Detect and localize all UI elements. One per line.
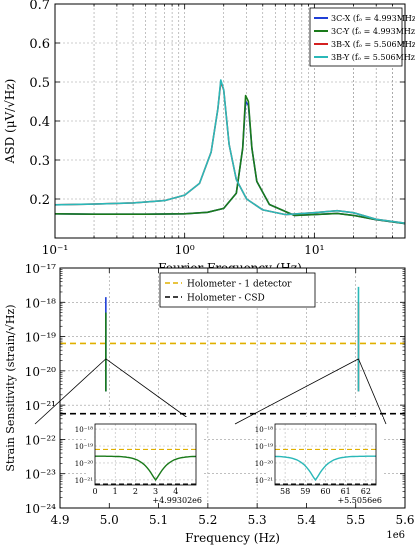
legend-box [159,272,316,308]
zoom-connector [34,358,107,425]
strain-panel: 0 1 2 3 4 10⁻¹⁸ 10⁻¹⁹ 10⁻²⁰ 10⁻²¹ +4.99302e6 58 59 6… [4,262,415,545]
x-tick-label: 5.2 [198,513,217,527]
x-tick-label: 10¹ [304,243,324,257]
series-line [54,79,406,224]
asd-legend: 3C-X (fₒ = 4.993MHz) 3C-Y (fₒ = 4.993MHz)… [309,7,415,67]
inset-border [94,423,197,486]
asd-y-axis-label: ASD (μV/√Hz) [3,79,17,165]
legend-label: 3B-X (fₒ = 5.506MHz) [331,40,415,49]
x-tick-label: 5.1 [149,513,168,527]
strain-insets: 0 1 2 3 4 10⁻¹⁸ 10⁻¹⁹ 10⁻²⁰ 10⁻²¹ +4.99302e6 58 59 6… [75,417,383,507]
strain-y-axis-label: Strain Sensitivity (strain/√Hz) [4,304,17,471]
legend-label: 3B-Y (fₒ = 5.506MHz) [331,53,415,62]
inset-x-tick-label: 4 [173,487,178,496]
strain-plot-border [59,267,406,509]
x-tick-label: 5.4 [297,513,316,527]
zoom-connector [105,358,197,425]
y-tick-label: 10⁻²⁴ [25,502,56,516]
x-tick-label: 5.3 [248,513,267,527]
y-tick-label: 0.3 [29,154,50,169]
asd-ticks: 0.2 0.3 0.4 0.5 0.6 0.7 10⁻¹ 10⁰ 10¹ [29,0,406,257]
inset-x-tick-label: 1 [113,487,118,496]
inset-y-tick-label: 10⁻¹⁹ [255,443,273,451]
strain-spikes [105,286,360,392]
legend-label: Holometer - CSD [187,294,265,304]
inset-y-tick-label: 10⁻²⁰ [255,460,273,468]
legend-label: 3C-Y (fₒ = 4.993MHz) [331,27,415,36]
inset-y-tick-label: 10⁻²⁰ [75,460,93,468]
x-tick-label: 5.5 [346,513,365,527]
inset-x-tick-label: 59 [300,487,310,496]
y-tick-label: 10⁻²³ [25,468,56,482]
inset-x-tick-label: 58 [280,487,290,496]
y-tick-label: 0.2 [29,193,50,208]
x-tick-label: 10⁻¹ [42,243,68,257]
legend-label: Holometer - 1 detector [187,280,292,290]
inset-background [88,417,203,507]
inset-border [274,423,377,486]
strain-reference-lines [60,342,405,415]
inset-curve [274,455,376,482]
zoom-connector [358,358,387,425]
y-tick-label: 0.4 [29,115,50,130]
inset-y-tick-label: 10⁻²¹ [255,477,273,485]
series-line [54,94,406,225]
inset-y-tick-label: 10⁻¹⁹ [75,443,93,451]
inset-curve [95,455,197,482]
inset-x-tick-label: 60 [320,487,330,496]
inset-x-tick-label: 0 [92,487,97,496]
inset-axes: 58 59 60 61 62 10⁻¹⁸ 10⁻¹⁹ 10⁻²⁰ 10⁻²¹ +5.5056e6 [255,417,383,507]
inset-offset-text: +4.99302e6 [152,496,202,505]
inset-zoom-connectors [34,358,387,425]
y-tick-label: 0.5 [29,76,50,91]
inset-axes: 0 1 2 3 4 10⁻¹⁸ 10⁻¹⁹ 10⁻²⁰ 10⁻²¹ +4.99302e6 [75,417,203,507]
asd-series-lines [54,79,406,225]
inset-x-tick-label: 2 [133,487,138,496]
x-tick-label: 5.6 [395,513,414,527]
inset-y-tick-label: 10⁻¹⁸ [255,426,273,434]
strain-ticks: 4.9 5.0 5.1 5.2 5.3 5.4 5.5 5.6 10⁻²⁴ 10⁻²³ 10⁻²² 1… [25,262,415,527]
inset-x-tick-label: 62 [361,487,371,496]
y-tick-label: 0.6 [29,37,50,52]
y-tick-label: 10⁻¹⁷ [25,262,56,276]
y-tick-label: 10⁻¹⁹ [25,331,56,345]
inset-y-tick-label: 10⁻¹⁸ [75,426,93,434]
x-tick-label: 10⁰ [175,243,195,257]
y-tick-label: 0.7 [29,0,50,13]
inset-offset-text: +5.5056e6 [337,496,382,505]
strain-x-offset-text: 1e6 [386,530,405,541]
y-tick-label: 10⁻²⁰ [25,365,56,379]
inset-x-tick-label: 3 [153,487,158,496]
inset-x-tick-label: 61 [341,487,351,496]
zoom-connector [234,358,359,425]
legend-label: 3C-X (fₒ = 4.993MHz) [331,14,415,23]
inset-y-tick-label: 10⁻²¹ [75,477,93,485]
strain-x-axis-label: Frequency (Hz) [185,531,280,545]
y-tick-label: 10⁻²² [25,433,56,447]
x-tick-label: 5.0 [100,513,119,527]
y-tick-label: 10⁻¹⁸ [25,296,56,310]
y-tick-label: 10⁻²¹ [25,399,56,413]
x-tick-label: 4.9 [50,513,69,527]
strain-legend: Holometer - 1 detector Holometer - CSD [159,272,316,308]
